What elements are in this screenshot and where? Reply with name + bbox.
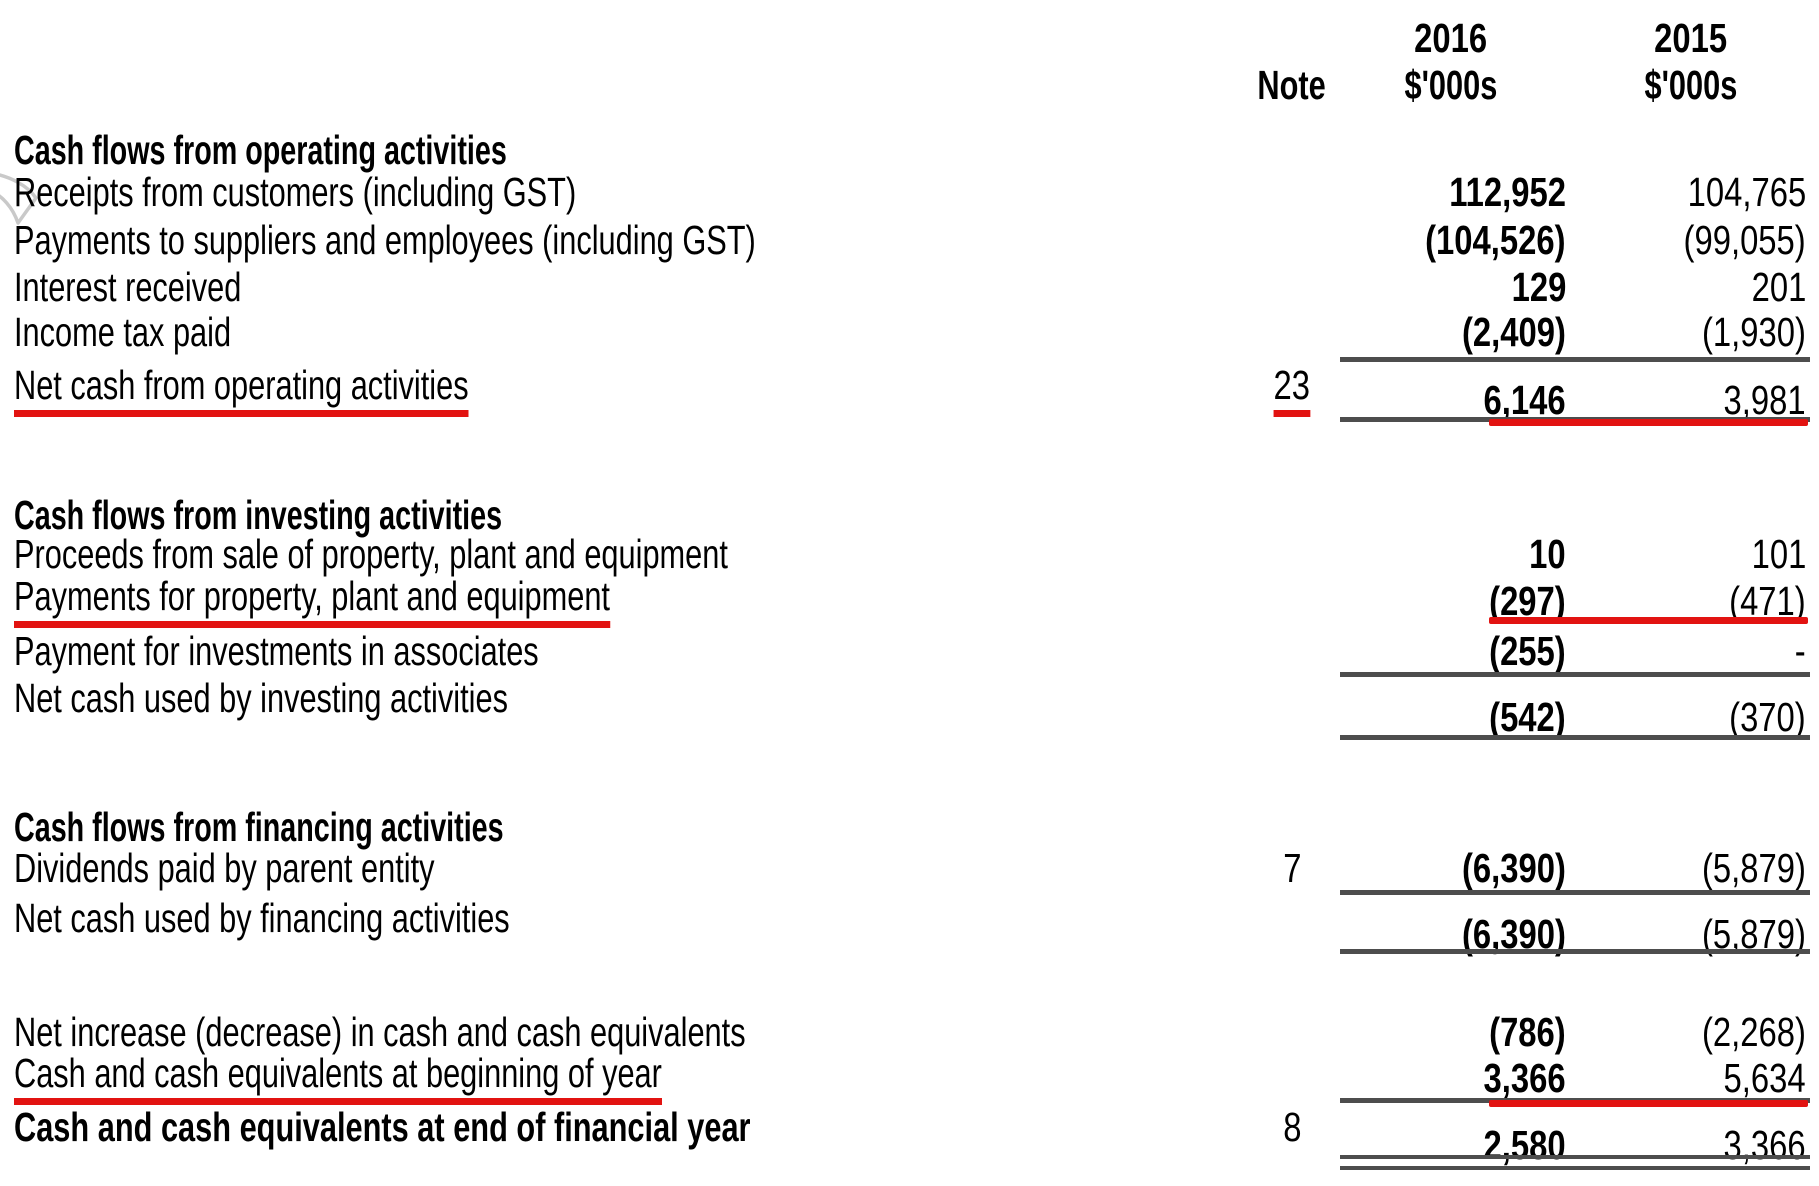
col-header-note: Note [1232,61,1352,109]
row-label-bold: Cash and cash equivalents at end of fina… [14,1103,751,1150]
value-2015: 101 [1751,530,1806,577]
annotation-line [1489,1100,1808,1107]
note-ref: 8 [1282,1103,1302,1150]
section-title: Cash flows from financing activities [14,803,504,850]
section-title: Cash flows from operating activities [14,126,507,173]
value-2016: 6,146 [1483,376,1566,423]
row-label-red-underlined: Cash and cash equivalents at beginning o… [14,1051,662,1106]
statement-row-total: Net cash from operating activities 23 6,… [0,363,1819,422]
note-column-label: Note [1257,61,1327,108]
value-2016: 10 [1529,530,1566,577]
value-2015: 104,765 [1687,168,1806,215]
statement-row-total: Net cash used by financing activities (6… [0,894,1819,957]
total-rule [1340,890,1810,895]
annotation-line [1489,419,1808,426]
value-2015: (1,930) [1702,308,1806,355]
double-rule-top [1340,1155,1810,1159]
year-2016-label: 2016 [1414,14,1488,61]
value-2016: 2,580 [1483,1121,1566,1168]
row-label: Dividends paid by parent entity [14,844,435,891]
unit-2015-label: $'000s [1644,61,1738,108]
year-2015-label: 2015 [1654,14,1728,61]
annotation-line [1489,617,1808,624]
row-label: Income tax paid [14,308,232,355]
value-2015: 201 [1751,263,1806,310]
note-ref-red-underlined: 23 [1273,363,1311,418]
statement-row: Net increase (decrease) in cash and cash… [0,1008,1819,1056]
section-title-investing: Cash flows from investing activities [0,491,1819,539]
value-2016: (297) [1489,577,1566,624]
value-2015: (99,055) [1683,216,1806,263]
value-2016: (6,390) [1462,844,1566,891]
value-2016: (542) [1489,693,1566,740]
header-years-row: 2016 2015 [0,14,1819,62]
section-title: Cash flows from investing activities [14,491,503,538]
row-label: Net cash used by financing activities [14,894,510,941]
statement-row: Proceeds from sale of property, plant an… [0,530,1819,578]
value-2016: (2,409) [1462,308,1566,355]
total-rule [1340,357,1810,362]
value-2015: 5,634 [1723,1054,1806,1101]
value-2015: (370) [1729,693,1806,740]
value-2015: (5,879) [1702,910,1806,957]
row-label: Payments to suppliers and employees (inc… [14,216,756,263]
statement-row: Payment for investments in associates (2… [0,627,1819,675]
row-label: Net cash used by investing activities [14,674,508,721]
value-2016: 3,366 [1483,1054,1566,1101]
row-label: Receipts from customers (including GST) [14,168,577,215]
row-label: Proceeds from sale of property, plant an… [14,530,728,577]
value-2016: 112,952 [1449,168,1566,215]
statement-row: Payments to suppliers and employees (inc… [0,216,1819,264]
row-label-red-underlined: Net cash from operating activities [14,363,469,418]
statement-row: Interest received 129 201 [0,263,1819,311]
statement-row: Payments for property, plant and equipme… [0,574,1819,629]
value-2015: - [1795,627,1806,674]
value-2016: 129 [1511,263,1566,310]
row-label: Payment for investments in associates [14,627,539,674]
total-rule [1340,735,1810,740]
col-header-2015: 2015 [1576,14,1806,62]
total-rule [1340,949,1810,954]
header-units-row: Note $'000s $'000s [0,61,1819,109]
total-rule [1340,672,1810,677]
section-title-financing: Cash flows from financing activities [0,803,1819,851]
row-label-red-underlined: Payments for property, plant and equipme… [14,574,610,629]
col-unit-2016: $'000s [1336,61,1566,109]
statement-row-total: Cash and cash equivalents at end of fina… [0,1103,1819,1168]
statement-row: Dividends paid by parent entity 7 (6,390… [0,844,1819,892]
value-2015: (5,879) [1702,844,1806,891]
statement-row: Receipts from customers (including GST) … [0,168,1819,216]
double-rule-bottom [1340,1166,1810,1170]
statement-row: Cash and cash equivalents at beginning o… [0,1051,1819,1106]
value-2016: (104,526) [1425,216,1566,263]
section-title-operating: Cash flows from operating activities [0,126,1819,174]
value-2015: (471) [1729,577,1806,624]
row-label: Net increase (decrease) in cash and cash… [14,1008,746,1055]
col-header-2016: 2016 [1336,14,1566,62]
unit-2016-label: $'000s [1404,61,1498,108]
value-2016: (786) [1489,1008,1566,1055]
value-2016: (255) [1489,627,1566,674]
value-2015: 3,981 [1723,376,1806,423]
value-2015: (2,268) [1702,1008,1806,1055]
value-2015: 3,366 [1723,1121,1806,1168]
note-ref: 7 [1282,844,1302,891]
statement-row-total: Net cash used by investing activities (5… [0,674,1819,740]
col-unit-2015: $'000s [1576,61,1806,109]
watermark-shape [0,173,38,225]
statement-row: Income tax paid (2,409) (1,930) [0,308,1819,356]
value-2016: (6,390) [1462,910,1566,957]
row-label: Interest received [14,263,242,310]
